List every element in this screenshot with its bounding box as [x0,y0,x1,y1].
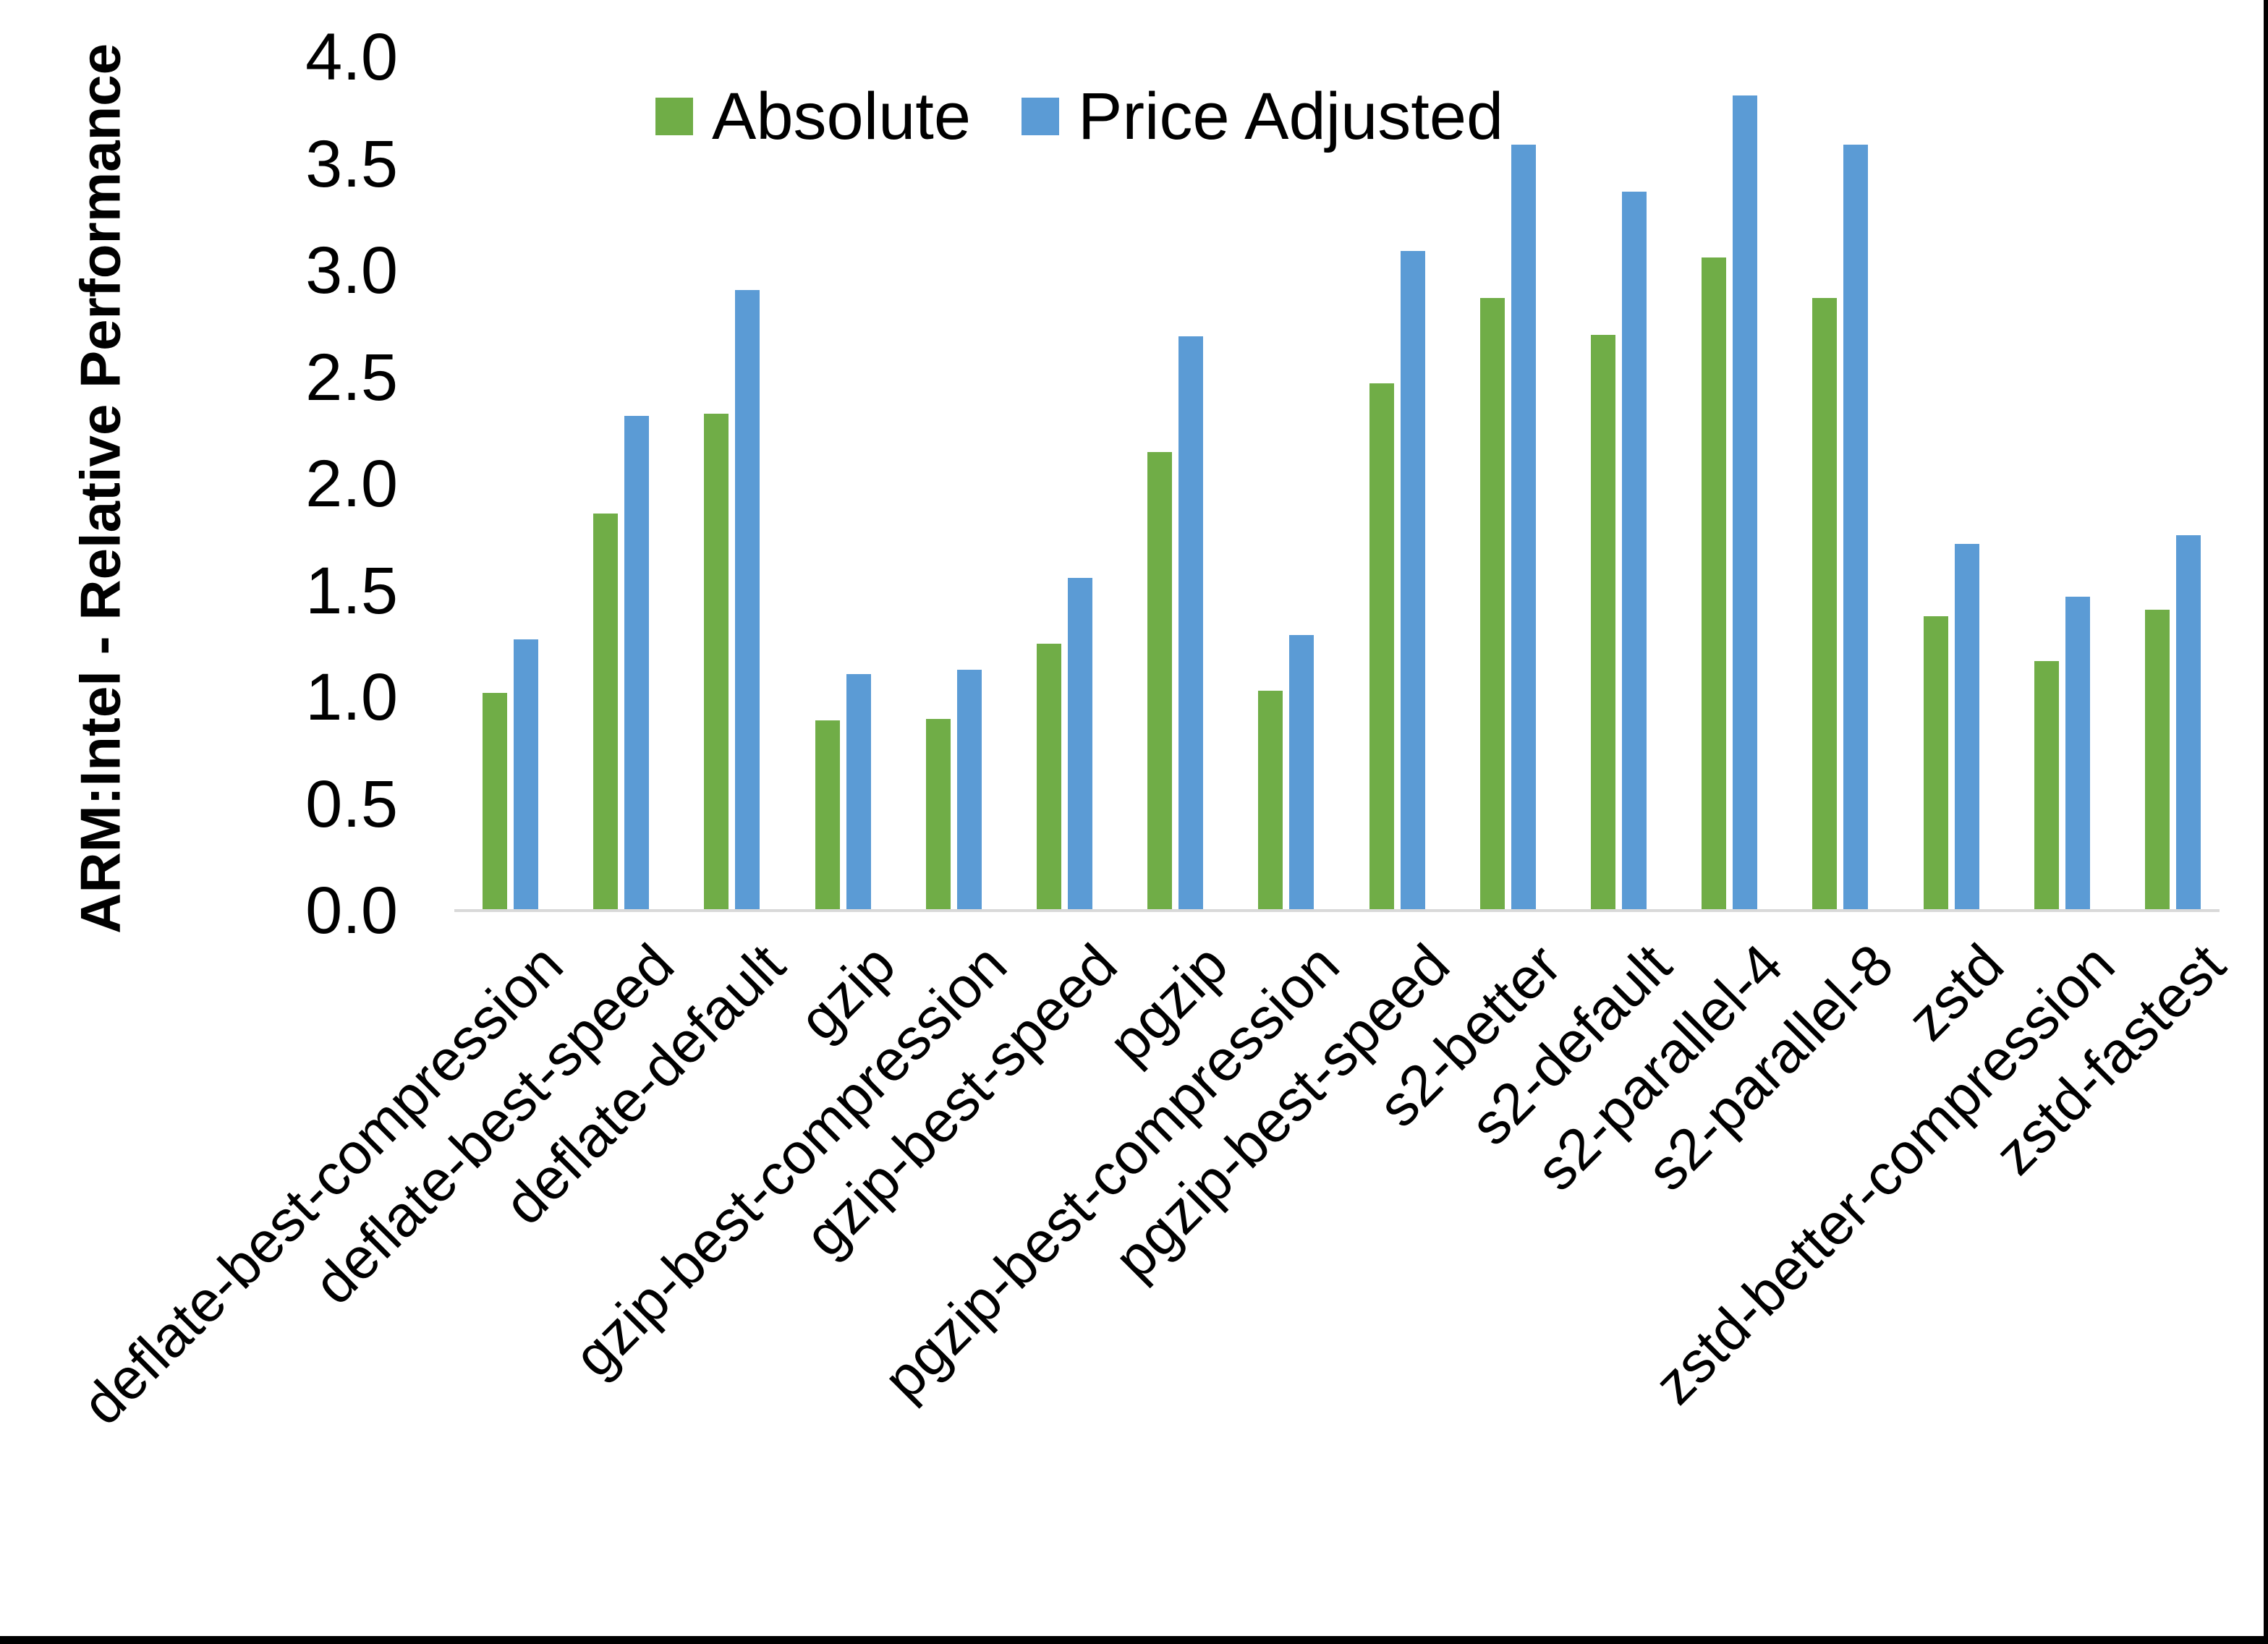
y-tick-label: 0.5 [305,767,398,841]
y-tick-label: 3.0 [305,234,398,307]
bar-price-adjusted [1733,95,1758,911]
bar-absolute [704,413,729,911]
y-tick-label: 3.5 [305,127,398,201]
y-tick-label: 1.0 [305,660,398,734]
bar-absolute [1147,451,1173,911]
bar-price-adjusted [624,415,650,911]
legend-item-price-adjusted[interactable]: Price Adjusted [1022,83,1503,150]
bar-price-adjusted [1843,144,1869,911]
bar-price-adjusted [735,289,760,911]
bar-price-adjusted [1178,336,1204,911]
legend-item-absolute[interactable]: Absolute [655,83,971,150]
bar-absolute [483,693,507,911]
bar-absolute [815,720,840,911]
bar-absolute [593,514,619,911]
legend-label-absolute: Absolute [712,80,972,153]
bar-absolute [1702,257,1727,911]
bar-absolute [2034,660,2059,911]
image-border-right [2264,0,2268,1644]
bar-price-adjusted [846,673,871,911]
y-tick-label: 2.0 [305,447,398,521]
bar-price-adjusted [514,639,538,911]
bar-absolute [1591,334,1615,911]
bar-price-adjusted [1400,251,1425,911]
bar-absolute [2145,610,2170,911]
bar-price-adjusted [1622,191,1647,911]
legend-swatch-absolute-icon [655,98,693,135]
bar-price-adjusted [2065,597,2090,911]
y-tick-label: 1.5 [305,553,398,628]
bar-price-adjusted [1954,543,1979,911]
bar-absolute [1369,383,1394,911]
legend-label-price-adjusted: Price Adjusted [1078,80,1504,153]
y-tick-label: 0.0 [305,874,398,947]
y-axis-title: ARM:Intel - Relative Performance [68,43,132,934]
bar-absolute [1812,298,1838,911]
legend: Absolute Price Adjusted [655,78,1503,155]
y-tick-label: 4.0 [305,20,398,94]
bar-absolute [925,718,951,911]
y-tick-label: 2.5 [305,340,398,414]
legend-swatch-price-adjusted-icon [1022,98,1060,135]
bar-absolute [1258,691,1283,911]
bar-absolute [1479,298,1505,911]
bar-absolute [1037,644,1061,911]
bar-price-adjusted [1289,635,1314,911]
x-axis-line [454,909,2220,912]
bar-price-adjusted [956,669,982,911]
image-border-bottom [0,1636,2268,1644]
bar-absolute [1923,616,1948,911]
bar-price-adjusted [1068,577,1092,911]
bar-price-adjusted [2176,534,2201,911]
bar-price-adjusted [1511,144,1536,911]
